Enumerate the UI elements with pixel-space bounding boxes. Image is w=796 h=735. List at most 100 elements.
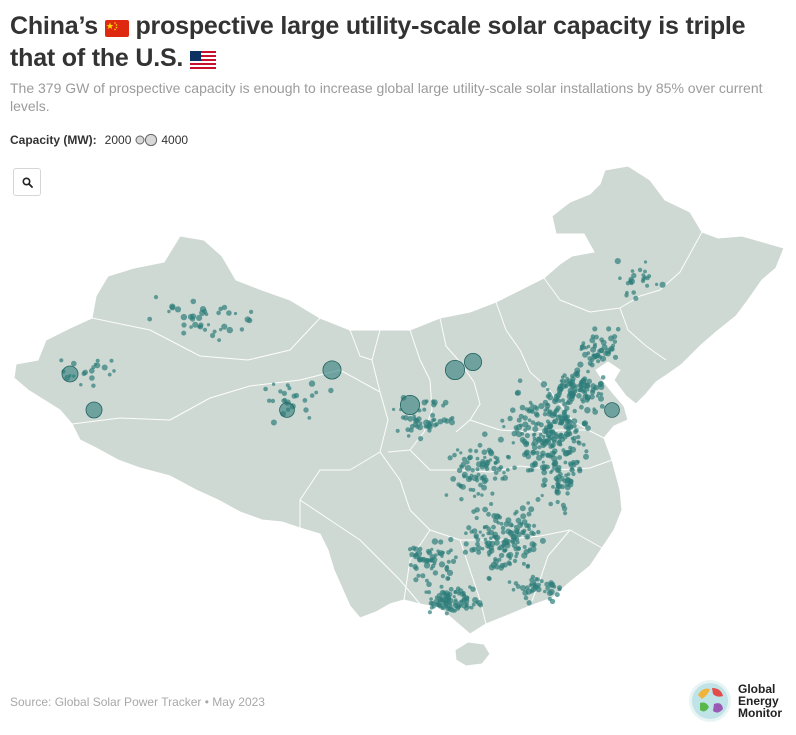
solar-plant-point: [545, 433, 551, 438]
solar-plant-point: [482, 431, 488, 438]
solar-plant-point: [498, 552, 505, 559]
solar-plant-point: [548, 501, 553, 507]
solar-plant-point: [446, 576, 451, 581]
solar-plant-point: [462, 593, 467, 598]
solar-plant-point: [434, 553, 438, 557]
solar-plant-point: [618, 276, 622, 281]
solar-plant-point: [546, 387, 550, 392]
solar-plant-point: [91, 365, 96, 370]
solar-plant-point: [500, 530, 506, 535]
solar-plant-point: [637, 267, 643, 273]
solar-plant-point: [505, 467, 510, 472]
china-mainland: [13, 165, 785, 635]
solar-plant-point: [95, 358, 100, 363]
solar-plant-point: [516, 431, 523, 438]
solar-plant-point: [595, 352, 601, 358]
solar-plant-point: [556, 386, 563, 393]
solar-plant-point: [599, 355, 607, 362]
solar-plant-point: [570, 382, 576, 388]
solar-plant-point: [543, 589, 547, 594]
solar-plant-point: [424, 399, 429, 404]
solar-plant-point: [405, 427, 411, 433]
solar-plant-point: [460, 465, 464, 469]
title-part-1: China’s: [10, 12, 98, 40]
solar-plant-point: [476, 545, 482, 551]
solar-plant-point: [491, 513, 498, 519]
solar-plant-point: [497, 436, 504, 443]
solar-plant-point: [472, 597, 479, 604]
solar-plant-point: [541, 477, 548, 484]
large-solar-plant: [85, 401, 103, 419]
solar-plant-point: [587, 360, 593, 366]
solar-plant-point: [529, 577, 534, 583]
solar-plant-point: [643, 260, 648, 264]
solar-plant-point: [576, 370, 580, 375]
solar-plant-point: [482, 525, 487, 529]
solar-plant-point: [421, 557, 425, 562]
solar-plant-point: [196, 314, 203, 321]
solar-plant-point: [426, 581, 432, 588]
solar-plant-point: [538, 422, 544, 428]
large-solar-plant: [399, 394, 420, 415]
solar-plant-point: [494, 539, 500, 546]
china-map[interactable]: [0, 160, 796, 680]
hainan-island: [454, 641, 491, 667]
solar-plant-point: [511, 441, 515, 445]
solar-plant-point: [452, 595, 456, 599]
solar-plant-point: [542, 434, 546, 439]
solar-plant-point: [438, 539, 444, 545]
solar-plant-point: [583, 453, 589, 460]
solar-plant-point: [540, 453, 545, 458]
solar-plant-point: [560, 375, 565, 379]
solar-plant-point: [471, 528, 478, 534]
solar-plant-point: [548, 444, 554, 449]
solar-plant-point: [490, 491, 495, 496]
solar-plant-point: [461, 456, 467, 462]
solar-plant-point: [478, 530, 482, 534]
solar-plant-point: [549, 470, 553, 475]
solar-plant-point: [527, 418, 532, 423]
solar-plant-point: [244, 316, 251, 323]
solar-plant-point: [530, 546, 537, 553]
solar-plant-point: [420, 573, 426, 579]
solar-plant-point: [532, 460, 538, 466]
solar-plant-point: [491, 465, 497, 472]
solar-plant-point: [558, 442, 563, 447]
solar-plant-point: [412, 563, 418, 570]
solar-plant-point: [464, 606, 469, 611]
solar-plant-point: [532, 444, 538, 451]
solar-plant-point: [432, 570, 439, 576]
solar-plant-point: [537, 436, 542, 442]
solar-plant-point: [519, 423, 523, 428]
solar-plant-point: [578, 382, 583, 387]
solar-plant-point: [418, 436, 424, 442]
solar-plant-point: [395, 428, 400, 433]
solar-plant-point: [579, 404, 584, 410]
solar-plant-point: [493, 558, 499, 565]
solar-plant-point: [521, 438, 528, 445]
solar-plant-point: [406, 434, 411, 438]
solar-plant-point: [502, 548, 508, 553]
solar-plant-point: [476, 492, 481, 496]
solar-plant-point: [489, 536, 493, 540]
solar-plant-point: [437, 418, 444, 425]
solar-plant-point: [487, 449, 494, 455]
solar-plant-point: [285, 383, 290, 388]
solar-plant-point: [447, 606, 454, 612]
solar-plant-point: [523, 428, 528, 433]
solar-plant-point: [523, 450, 529, 456]
legend-circle-small: [135, 135, 145, 145]
solar-plant-point: [559, 421, 564, 426]
globe-logo-icon: [689, 680, 731, 722]
map-search-button[interactable]: [13, 168, 41, 196]
solar-plant-point: [586, 388, 590, 392]
solar-plant-point: [174, 306, 182, 313]
solar-plant-point: [459, 451, 463, 455]
solar-plant-point: [202, 309, 208, 314]
solar-plant-point: [641, 276, 646, 282]
solar-plant-point: [525, 588, 532, 595]
solar-plant-point: [565, 376, 569, 381]
solar-plant-point: [498, 465, 504, 470]
solar-plant-point: [545, 585, 551, 591]
solar-plant-point: [655, 282, 659, 286]
